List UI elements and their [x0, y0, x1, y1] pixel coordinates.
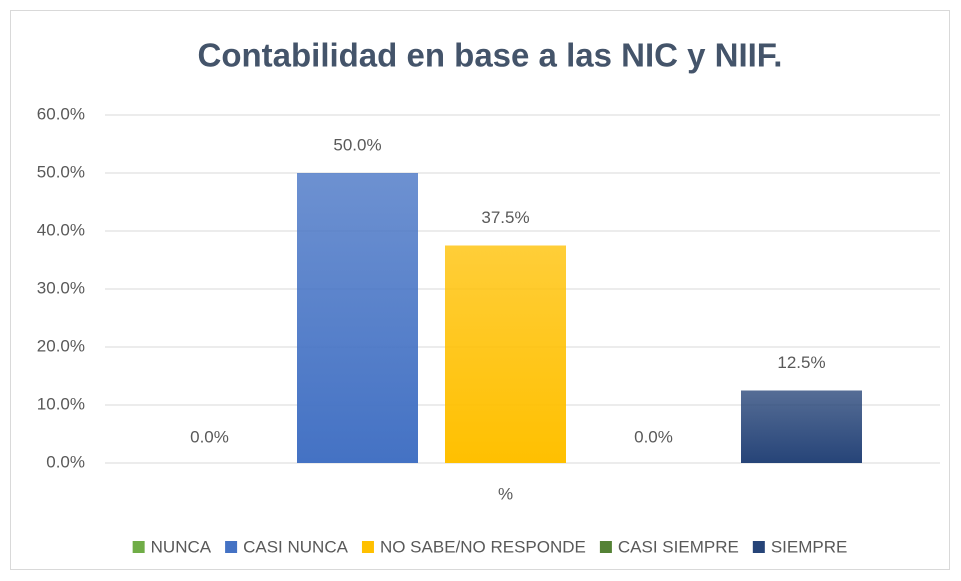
legend-swatch	[225, 541, 238, 553]
y-tick-label: 50.0%	[37, 162, 85, 181]
y-tick-label: 10.0%	[37, 394, 85, 413]
data-label: 50.0%	[333, 135, 381, 154]
data-label: 12.5%	[777, 353, 825, 372]
y-tick-label: 0.0%	[46, 452, 85, 471]
y-tick-label: 20.0%	[37, 336, 85, 355]
chart-title: Contabilidad en base a las NIC y NIIF.	[198, 37, 783, 74]
data-label: 0.0%	[634, 427, 673, 446]
y-tick-label: 40.0%	[37, 220, 85, 239]
legend-swatch	[752, 541, 765, 553]
legend-label: NUNCA	[151, 537, 212, 556]
legend-swatch	[361, 541, 374, 553]
legend-label: CASI NUNCA	[243, 537, 349, 556]
legend-swatch	[599, 541, 612, 553]
y-tick-label: 60.0%	[37, 104, 85, 123]
data-label: 0.0%	[190, 427, 229, 446]
legend-label: CASI SIEMPRE	[618, 537, 739, 556]
legend-label: NO SABE/NO RESPONDE	[380, 537, 586, 556]
legend-label: SIEMPRE	[771, 537, 848, 556]
bar	[297, 173, 418, 463]
x-tick-label: %	[498, 484, 513, 503]
legend-swatch	[132, 541, 145, 553]
bar	[741, 390, 862, 463]
y-tick-label: 30.0%	[37, 278, 85, 297]
data-label: 37.5%	[481, 208, 529, 227]
bar	[445, 245, 566, 463]
